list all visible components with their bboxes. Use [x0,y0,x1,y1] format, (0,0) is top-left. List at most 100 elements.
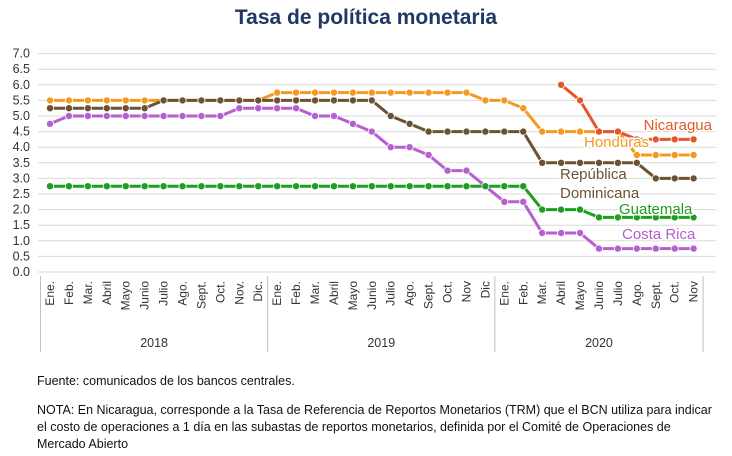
data-point-costa-rica [329,112,338,121]
data-point-honduras [651,150,660,159]
x-tick-label: Sept. [649,281,663,309]
x-tick-label: Julio [384,281,398,306]
data-point-rep-blica-dominicana [500,127,509,136]
data-point-rep-blica-dominicana [216,96,225,105]
data-point-honduras [46,96,55,105]
data-point-guatemala [348,182,357,191]
data-point-nicaragua [576,96,585,105]
x-tick-label: Sept. [194,281,208,309]
x-tick-label: Ago. [630,281,644,306]
data-point-costa-rica [576,228,585,237]
data-point-guatemala [216,182,225,191]
y-tick-label: 7.0 [13,47,30,61]
x-tick-label: Mayo [573,281,587,311]
data-point-honduras [424,88,433,97]
data-point-rep-blica-dominicana [64,104,73,113]
data-point-honduras [500,96,509,105]
data-point-costa-rica [178,112,187,121]
data-point-guatemala [651,213,660,222]
data-point-rep-blica-dominicana [538,158,547,167]
data-point-honduras [632,150,641,159]
data-point-honduras [386,88,395,97]
data-point-nicaragua [689,135,698,144]
data-point-nicaragua [613,127,622,136]
data-point-rep-blica-dominicana [159,96,168,105]
x-tick-label: Dic. [251,281,265,302]
data-point-guatemala [367,182,376,191]
x-tick-label: Nov [459,281,473,302]
data-point-rep-blica-dominicana [311,96,320,105]
data-point-honduras [670,150,679,159]
data-point-rep-blica-dominicana [235,96,244,105]
data-point-guatemala [689,213,698,222]
data-point-costa-rica [538,228,547,237]
x-tick-label: Abril [554,281,568,305]
data-point-rep-blica-dominicana [292,96,301,105]
data-point-costa-rica [557,228,566,237]
data-point-nicaragua [651,135,660,144]
data-point-nicaragua [557,80,566,89]
data-point-guatemala [273,182,282,191]
y-tick-label: 2.0 [13,203,30,217]
data-point-guatemala [178,182,187,191]
data-point-rep-blica-dominicana [594,158,603,167]
data-point-rep-blica-dominicana [651,174,660,183]
y-tick-label: 6.5 [13,62,30,76]
data-point-costa-rica [689,244,698,253]
data-point-guatemala [64,182,73,191]
y-tick-label: 5.0 [13,109,30,123]
data-point-rep-blica-dominicana [576,158,585,167]
y-tick-label: 3.5 [13,156,30,170]
data-point-rep-blica-dominicana [386,112,395,121]
data-point-costa-rica [273,104,282,113]
x-tick-label: Ene. [43,281,57,306]
y-tick-label: 0.5 [13,249,30,263]
y-tick-label: 1.0 [13,234,30,248]
data-point-rep-blica-dominicana [481,127,490,136]
data-point-honduras [273,88,282,97]
data-point-costa-rica [216,112,225,121]
data-point-honduras [519,104,528,113]
data-point-rep-blica-dominicana [121,104,130,113]
data-point-costa-rica [613,244,622,253]
data-point-costa-rica [443,166,452,175]
y-tick-label: 6.0 [13,78,30,92]
data-point-guatemala [462,182,471,191]
data-point-guatemala [443,182,452,191]
x-tick-label: Nov. [232,281,246,305]
data-point-costa-rica [64,112,73,121]
y-tick-label: 5.5 [13,93,30,107]
data-point-honduras [64,96,73,105]
data-point-costa-rica [670,244,679,253]
x-tick-label: Feb. [289,281,303,305]
data-point-costa-rica [159,112,168,121]
data-point-rep-blica-dominicana [329,96,338,105]
data-point-costa-rica [424,150,433,159]
data-point-honduras [292,88,301,97]
x-tick-label: Oct. [213,281,227,303]
data-point-costa-rica [46,119,55,128]
series-label: Guatemala [619,201,693,218]
data-point-costa-rica [292,104,301,113]
data-point-rep-blica-dominicana [519,127,528,136]
data-point-costa-rica [500,197,509,206]
data-point-honduras [689,150,698,159]
data-point-rep-blica-dominicana [83,104,92,113]
data-point-costa-rica [594,244,603,253]
x-tick-label: Feb. [516,281,530,305]
x-tick-label: Mar. [535,281,549,304]
data-point-nicaragua [670,135,679,144]
footnote: NOTA: En Nicaragua, corresponde a la Tas… [37,403,712,451]
source-note: Fuente: comunicados de los bancos centra… [37,374,295,388]
y-tick-label: 3.0 [13,171,30,185]
data-point-honduras [102,96,111,105]
data-point-costa-rica [140,112,149,121]
data-point-rep-blica-dominicana [140,104,149,113]
x-tick-label: Dic [478,281,492,298]
data-point-guatemala [424,182,433,191]
data-point-honduras [348,88,357,97]
data-point-costa-rica [254,104,263,113]
data-point-guatemala [557,205,566,214]
data-point-honduras [83,96,92,105]
data-point-honduras [311,88,320,97]
